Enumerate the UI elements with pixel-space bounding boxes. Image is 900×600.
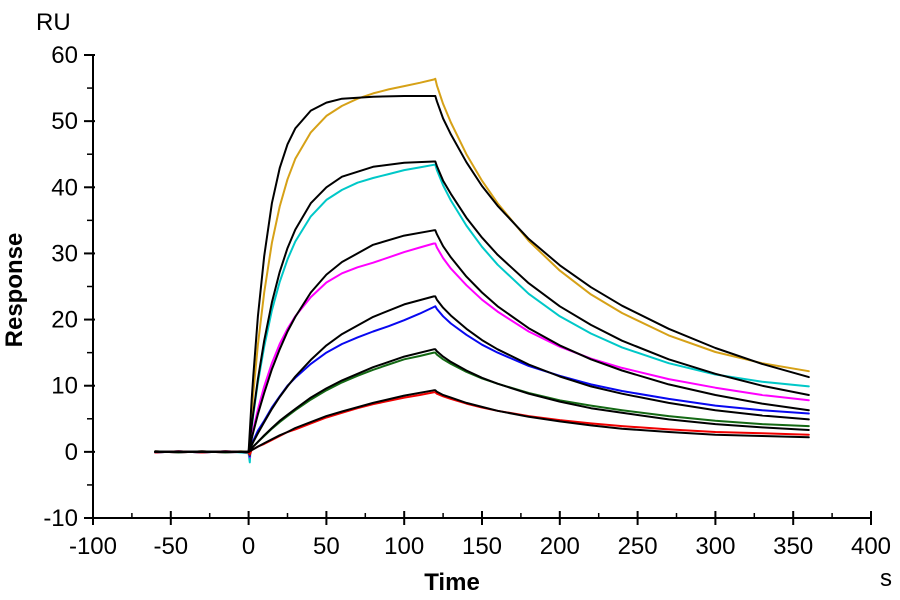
- series-curve6-fit-line: [154, 389, 810, 453]
- series-curve6-red-data-line: [154, 391, 810, 456]
- x-tick-label: 350: [773, 533, 813, 560]
- x-tick-label: 0: [242, 533, 255, 560]
- x-tick-label: 100: [384, 533, 424, 560]
- series-curve4-fit-line: [154, 295, 810, 453]
- y-tick-label: 20: [51, 307, 78, 334]
- series-curve2-fit-line: [154, 160, 810, 453]
- y-axis-title: Response: [1, 233, 28, 348]
- series-layer: [154, 77, 810, 464]
- x-tick-label: 50: [313, 533, 340, 560]
- y-tick-label: 40: [51, 174, 78, 201]
- series-curve5-fit-line: [154, 348, 810, 453]
- series-curve1-gold-data-line: [154, 77, 810, 456]
- y-unit-label: RU: [36, 9, 71, 36]
- y-tick-label: 10: [51, 373, 78, 400]
- y-tick-label: -10: [43, 505, 78, 532]
- y-tick-label: 50: [51, 108, 78, 135]
- x-tick-label: 150: [462, 533, 502, 560]
- x-tick-label: 400: [851, 533, 891, 560]
- x-axis-title: Time: [424, 569, 480, 596]
- y-tick-label: 30: [51, 240, 78, 267]
- series-curve1-fit-line: [154, 95, 810, 453]
- x-tick-label: -100: [69, 533, 117, 560]
- x-tick-label: 200: [540, 533, 580, 560]
- x-tick-label: 250: [618, 533, 658, 560]
- y-tick-label: 60: [51, 42, 78, 69]
- y-tick-label: 0: [65, 439, 78, 466]
- x-unit-label: s: [880, 565, 892, 592]
- x-tick-label: 300: [695, 533, 735, 560]
- x-tick-label: -50: [153, 533, 188, 560]
- series-curve3-fit-line: [154, 229, 810, 453]
- axis-layer: -100 -50 0 50 100 150 200 250 300 350 400-10010203…: [43, 42, 891, 560]
